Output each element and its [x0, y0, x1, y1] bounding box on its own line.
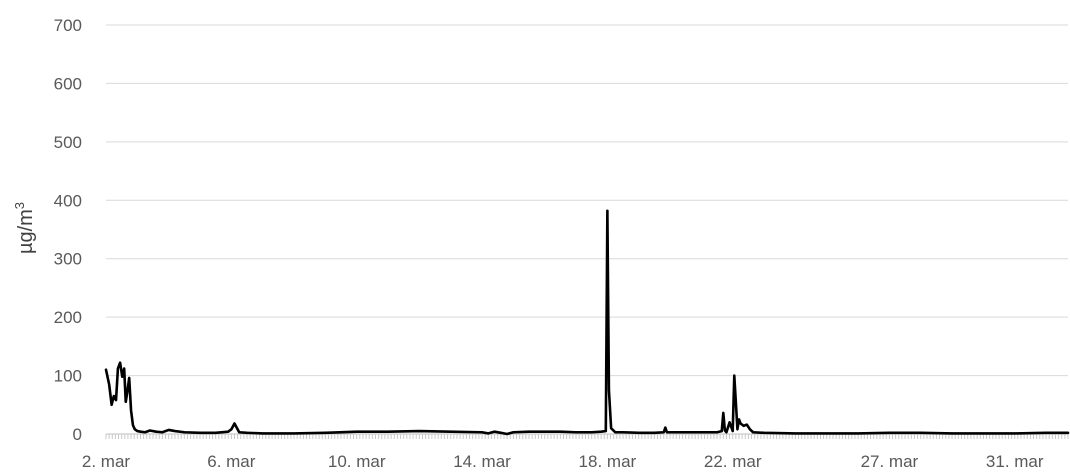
x-minor-ticks	[105, 434, 1069, 439]
y-tick-label: 200	[54, 308, 82, 327]
x-tick-label: 14. mar	[453, 452, 511, 471]
gridlines	[106, 24, 1068, 435]
x-tick-label: 2. mar	[82, 452, 131, 471]
series-line	[104, 209, 1070, 436]
y-tick-label: 700	[54, 16, 82, 35]
y-axis-title-main: µg/m	[15, 209, 37, 254]
y-axis-title: µg/m3	[12, 202, 37, 254]
x-tick-label: 22. mar	[704, 452, 762, 471]
y-tick-labels: 0 100 200 300 400 500 600 700	[54, 16, 82, 444]
y-tick-label: 600	[54, 74, 82, 93]
x-tick-label: 27. mar	[861, 452, 919, 471]
y-tick-label: 0	[73, 425, 82, 444]
y-axis-title-superscript: 3	[12, 202, 27, 209]
x-tick-label: 18. mar	[579, 452, 637, 471]
x-tick-label: 6. mar	[207, 452, 256, 471]
y-tick-label: 100	[54, 367, 82, 386]
x-tick-label: 31. mar	[986, 452, 1044, 471]
y-tick-label: 400	[54, 191, 82, 210]
y-tick-label: 300	[54, 250, 82, 269]
y-tick-label: 500	[54, 133, 82, 152]
x-tick-labels: 2. mar 6. mar 10. mar 14. mar 18. mar 22. mar…	[82, 452, 1044, 471]
x-tick-label: 10. mar	[328, 452, 386, 471]
